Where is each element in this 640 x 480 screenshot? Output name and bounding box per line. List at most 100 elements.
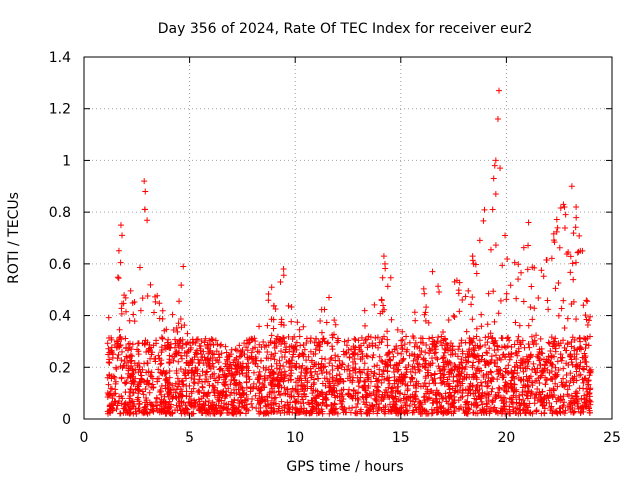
data-point <box>169 382 176 389</box>
data-point <box>569 361 576 368</box>
data-point <box>351 355 358 362</box>
data-point <box>482 342 489 349</box>
data-point <box>369 340 376 347</box>
data-point <box>434 409 441 416</box>
data-point <box>429 334 436 341</box>
data-point <box>230 376 237 383</box>
data-point <box>546 392 553 399</box>
data-point <box>169 395 176 402</box>
data-point <box>195 356 202 363</box>
data-point <box>149 407 156 414</box>
data-point <box>379 274 386 281</box>
data-point <box>533 407 540 414</box>
data-point <box>491 404 498 411</box>
data-point <box>204 341 211 348</box>
data-point <box>205 389 212 396</box>
data-point <box>480 217 487 224</box>
data-point <box>492 352 499 359</box>
data-point <box>371 363 378 370</box>
data-point <box>197 372 204 379</box>
data-point <box>485 392 492 399</box>
data-point <box>169 311 176 318</box>
data-point <box>175 320 182 327</box>
data-point <box>472 373 479 380</box>
data-point <box>372 342 379 349</box>
data-point <box>429 340 436 347</box>
data-point <box>541 396 548 403</box>
data-point <box>508 344 515 351</box>
data-point <box>514 352 521 359</box>
data-point <box>440 405 447 412</box>
data-point <box>322 382 329 389</box>
data-point <box>316 341 323 348</box>
data-point <box>317 364 324 371</box>
data-point <box>552 374 559 381</box>
data-point <box>407 378 414 385</box>
data-point <box>154 378 161 385</box>
data-point <box>541 410 548 417</box>
data-point <box>444 342 451 349</box>
data-point <box>508 368 515 375</box>
data-point <box>523 402 530 409</box>
data-point <box>471 353 478 360</box>
data-point <box>470 335 477 342</box>
data-point <box>273 360 280 367</box>
data-point <box>147 372 154 379</box>
data-point <box>523 392 530 399</box>
data-point <box>192 368 199 375</box>
data-point <box>472 370 479 377</box>
data-point <box>163 410 170 417</box>
data-point <box>272 305 279 312</box>
data-point <box>125 365 132 372</box>
data-point <box>214 341 221 348</box>
data-point <box>394 350 401 357</box>
data-point <box>318 306 325 313</box>
data-point <box>416 361 423 368</box>
data-point <box>183 352 190 359</box>
data-point <box>500 394 507 401</box>
data-point <box>511 259 518 266</box>
data-point <box>315 339 322 346</box>
data-point <box>323 402 330 409</box>
data-point <box>155 352 162 359</box>
data-point <box>469 253 476 260</box>
data-point <box>582 312 589 319</box>
data-point <box>548 375 555 382</box>
data-point <box>511 375 518 382</box>
data-point <box>368 368 375 375</box>
data-point <box>582 375 589 382</box>
data-point <box>531 337 538 344</box>
data-point <box>481 206 488 213</box>
data-point <box>543 256 550 263</box>
data-point <box>484 339 491 346</box>
data-point <box>162 399 169 406</box>
data-point <box>130 311 137 318</box>
data-point <box>142 385 149 392</box>
data-point <box>499 407 506 414</box>
data-point <box>228 398 235 405</box>
data-point <box>397 378 404 385</box>
data-point <box>458 370 465 377</box>
data-point <box>262 402 269 409</box>
data-point <box>238 352 245 359</box>
data-point <box>545 306 552 313</box>
data-point <box>179 392 186 399</box>
data-point <box>296 352 303 359</box>
data-point <box>394 406 401 413</box>
data-point <box>115 247 122 254</box>
data-point <box>125 359 132 366</box>
data-point <box>105 345 112 352</box>
data-point <box>456 386 463 393</box>
data-point <box>205 378 212 385</box>
data-point <box>206 382 213 389</box>
data-point <box>192 349 199 356</box>
data-point <box>249 345 256 352</box>
data-point <box>478 383 485 390</box>
data-point <box>119 364 126 371</box>
data-point <box>478 367 485 374</box>
data-point <box>580 385 587 392</box>
data-point <box>147 401 154 408</box>
data-point <box>587 369 594 376</box>
data-point <box>113 406 120 413</box>
data-point <box>473 325 480 332</box>
